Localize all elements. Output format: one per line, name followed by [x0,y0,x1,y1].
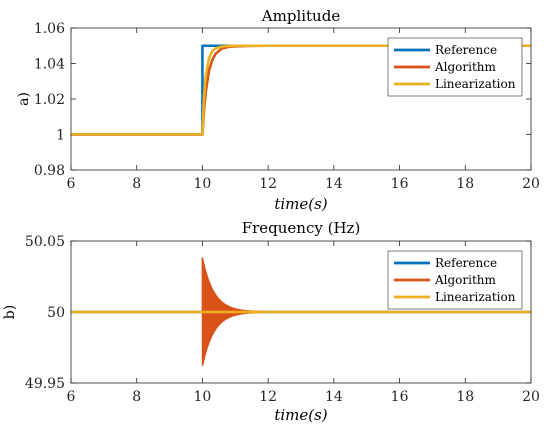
amplitude-xlabel: time(s) [274,195,327,213]
amplitude-xtick-label: 6 [67,176,76,192]
frequency-xlabel: time(s) [274,406,327,424]
amplitude-xtick-label: 10 [194,176,212,192]
amplitude-xtick-label: 12 [259,176,277,192]
amplitude-xtick-label: 8 [132,176,141,192]
amplitude-xtick-label: 18 [456,176,474,192]
amplitude-xtick-label: 14 [325,176,343,192]
amplitude-axes-box [70,27,532,171]
frequency-xtick-label: 6 [67,389,76,405]
frequency-xtick-label: 20 [522,389,540,405]
frequency-legend-label-reference: Reference [435,256,497,270]
frequency-xtick-label: 14 [325,389,343,405]
amplitude-ytick-label: 1.04 [34,57,65,73]
frequency-xtick-label: 18 [456,389,474,405]
amplitude-ytick-label: 1.02 [34,92,65,108]
frequency-ytick-label: 50.05 [25,234,65,250]
amplitude-legend-label-reference: Reference [435,43,497,57]
amplitude-xtick-label: 20 [522,176,540,192]
frequency-xtick-label: 8 [132,389,141,405]
frequency-panel: 6 8 10 12 14 16 18 20 49.95 50 50.05 Frequency (Hz… [2,219,540,424]
amplitude-ytick-label: 1 [56,128,65,144]
frequency-legend: Reference Algorithm Linearization [387,250,523,310]
frequency-ytick-label: 49.95 [25,376,65,392]
frequency-xtick-label: 12 [259,389,277,405]
frequency-title: Frequency (Hz) [242,219,361,237]
frequency-ylabel: b) [2,305,18,319]
frequency-xtick-label: 16 [391,389,409,405]
amplitude-legend-label-linearization: Linearization [435,77,516,91]
frequency-legend-label-algorithm: Algorithm [434,273,497,287]
amplitude-ylabel: a) [16,92,32,106]
frequency-axes-box [70,240,532,384]
amplitude-ytick-label: 0.98 [34,163,65,179]
amplitude-legend: Reference Algorithm Linearization [387,37,523,97]
amplitude-series-linearization [71,44,531,136]
frequency-legend-label-linearization: Linearization [435,290,516,304]
amplitude-title: Amplitude [261,7,341,25]
frequency-xtick-label: 10 [194,389,212,405]
amplitude-xtick-label: 16 [391,176,409,192]
frequency-ytick-label: 50 [47,305,65,321]
amplitude-panel: 6 8 10 12 14 16 18 20 0.98 1 1.02 1.04 1.06 Amplitud… [16,7,540,213]
amplitude-ytick-label: 1.06 [34,21,65,37]
amplitude-legend-label-algorithm: Algorithm [434,60,497,74]
